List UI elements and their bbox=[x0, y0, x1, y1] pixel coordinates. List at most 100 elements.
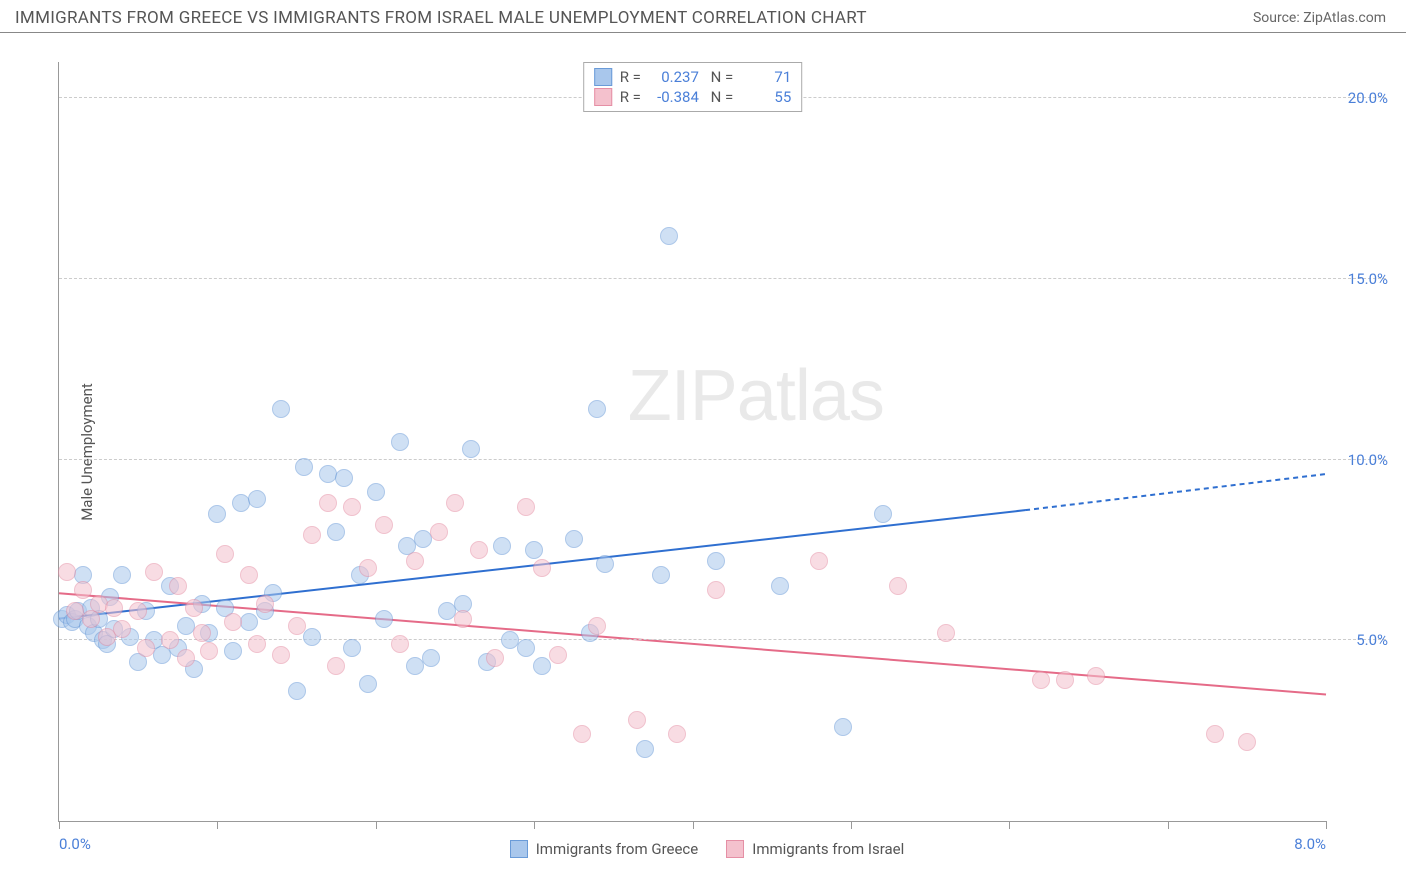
data-point bbox=[113, 566, 131, 584]
source-attribution: Source: ZipAtlas.com bbox=[1253, 10, 1386, 26]
gridline bbox=[59, 278, 1386, 279]
legend-swatch-israel bbox=[726, 840, 744, 858]
data-point bbox=[272, 400, 290, 418]
data-point bbox=[240, 613, 258, 631]
data-point bbox=[889, 577, 907, 595]
y-tick-label: 5.0% bbox=[1356, 631, 1388, 649]
data-point bbox=[430, 523, 448, 541]
data-point bbox=[391, 433, 409, 451]
data-point bbox=[240, 566, 258, 584]
legend-swatch-greece bbox=[510, 840, 528, 858]
data-point bbox=[874, 505, 892, 523]
legend: Immigrants from Greece Immigrants from I… bbox=[18, 840, 1396, 858]
data-point bbox=[319, 494, 337, 512]
data-point bbox=[169, 577, 187, 595]
data-point bbox=[303, 628, 321, 646]
gridline bbox=[59, 459, 1386, 460]
data-point bbox=[660, 227, 678, 245]
data-point bbox=[375, 610, 393, 628]
x-tick bbox=[59, 821, 60, 829]
data-point bbox=[517, 498, 535, 516]
data-point bbox=[335, 469, 353, 487]
data-point bbox=[193, 624, 211, 642]
data-point bbox=[771, 577, 789, 595]
data-point bbox=[525, 541, 543, 559]
data-point bbox=[470, 541, 488, 559]
data-point bbox=[1206, 725, 1224, 743]
data-point bbox=[533, 657, 551, 675]
r-value-israel: -0.384 bbox=[649, 88, 699, 106]
legend-item-greece: Immigrants from Greece bbox=[510, 840, 699, 858]
data-point bbox=[834, 718, 852, 736]
swatch-israel bbox=[594, 88, 612, 106]
data-point bbox=[327, 657, 345, 675]
data-point bbox=[406, 552, 424, 570]
data-point bbox=[343, 639, 361, 657]
data-point bbox=[224, 642, 242, 660]
trend-lines bbox=[59, 62, 1326, 821]
data-point bbox=[707, 552, 725, 570]
x-tick bbox=[217, 821, 218, 829]
data-point bbox=[145, 563, 163, 581]
x-tick bbox=[1009, 821, 1010, 829]
y-tick-label: 15.0% bbox=[1348, 270, 1388, 288]
data-point bbox=[272, 646, 290, 664]
data-point bbox=[493, 537, 511, 555]
chart-title: IMMIGRANTS FROM GREECE VS IMMIGRANTS FRO… bbox=[15, 8, 867, 28]
data-point bbox=[177, 649, 195, 667]
data-point bbox=[161, 631, 179, 649]
data-point bbox=[288, 682, 306, 700]
data-point bbox=[573, 725, 591, 743]
data-point bbox=[486, 649, 504, 667]
x-tick bbox=[1326, 821, 1327, 829]
data-point bbox=[367, 483, 385, 501]
data-point bbox=[707, 581, 725, 599]
data-point bbox=[628, 711, 646, 729]
correlation-stats-box: R = 0.237 N = 71 R = -0.384 N = 55 bbox=[583, 62, 803, 112]
x-tick bbox=[1168, 821, 1169, 829]
data-point bbox=[549, 646, 567, 664]
r-value-greece: 0.237 bbox=[649, 68, 699, 86]
data-point bbox=[105, 599, 123, 617]
data-point bbox=[58, 563, 76, 581]
stats-row-israel: R = -0.384 N = 55 bbox=[594, 87, 792, 107]
chart-area: Male Unemployment ZIPatlas R = 0.237 N =… bbox=[18, 42, 1396, 862]
data-point bbox=[652, 566, 670, 584]
data-point bbox=[375, 516, 393, 534]
data-point bbox=[327, 523, 345, 541]
data-point bbox=[200, 642, 218, 660]
data-point bbox=[937, 624, 955, 642]
data-point bbox=[185, 599, 203, 617]
data-point bbox=[256, 595, 274, 613]
data-point bbox=[1056, 671, 1074, 689]
x-tick bbox=[376, 821, 377, 829]
data-point bbox=[565, 530, 583, 548]
data-point bbox=[288, 617, 306, 635]
stats-row-greece: R = 0.237 N = 71 bbox=[594, 67, 792, 87]
data-point bbox=[74, 581, 92, 599]
x-tick bbox=[534, 821, 535, 829]
data-point bbox=[533, 559, 551, 577]
data-point bbox=[1032, 671, 1050, 689]
legend-item-israel: Immigrants from Israel bbox=[726, 840, 904, 858]
data-point bbox=[636, 740, 654, 758]
data-point bbox=[359, 675, 377, 693]
data-point bbox=[462, 440, 480, 458]
data-point bbox=[113, 620, 131, 638]
data-point bbox=[1238, 733, 1256, 751]
data-point bbox=[391, 635, 409, 653]
data-point bbox=[248, 635, 266, 653]
y-tick-label: 10.0% bbox=[1348, 451, 1388, 469]
chart-header: IMMIGRANTS FROM GREECE VS IMMIGRANTS FRO… bbox=[0, 0, 1406, 33]
data-point bbox=[588, 617, 606, 635]
n-value-israel: 55 bbox=[741, 88, 791, 106]
data-point bbox=[359, 559, 377, 577]
data-point bbox=[129, 602, 147, 620]
data-point bbox=[248, 490, 266, 508]
data-point bbox=[295, 458, 313, 476]
data-point bbox=[224, 613, 242, 631]
data-point bbox=[303, 526, 321, 544]
plot-region: ZIPatlas R = 0.237 N = 71 R = -0.384 N =… bbox=[58, 62, 1326, 822]
y-tick-label: 20.0% bbox=[1348, 89, 1388, 107]
data-point bbox=[422, 649, 440, 667]
